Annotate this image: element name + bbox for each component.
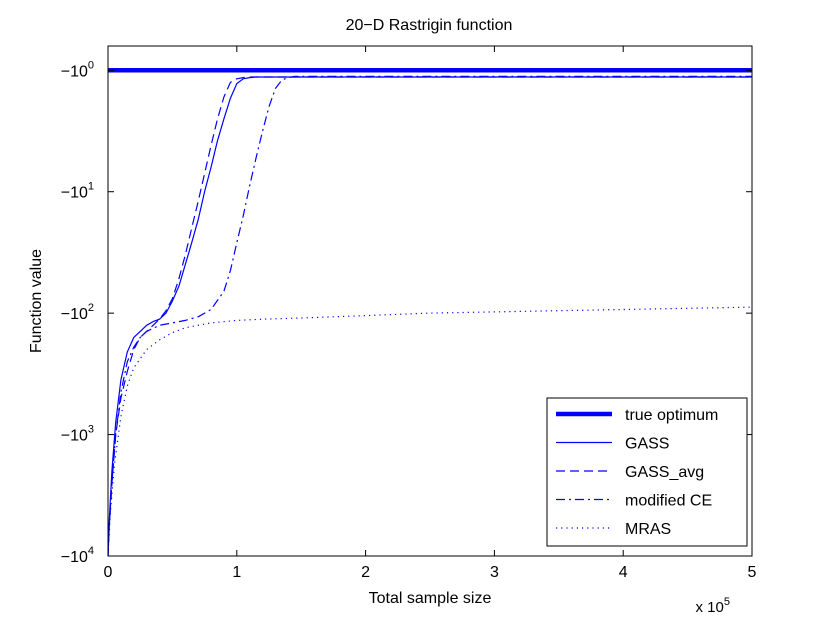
y-tick-label: −102	[61, 302, 94, 323]
chart-title: 20−D Rastrigin function	[346, 17, 513, 34]
y-tick-label: −101	[61, 181, 94, 202]
y-tick-label: −104	[61, 545, 94, 566]
legend-box	[546, 397, 748, 547]
legend-label: GASS	[625, 436, 669, 453]
series-line-gass-avg	[108, 76, 752, 556]
x-tick-label: 3	[490, 564, 499, 581]
plot-frame	[107, 45, 753, 557]
x-multiplier-exponent: 5	[724, 596, 730, 608]
y-axis-label: Function value	[28, 249, 45, 353]
x-tick-label: 1	[232, 564, 241, 581]
legend-label: MRAS	[625, 521, 671, 538]
y-tick-label: −100	[61, 59, 94, 80]
x-multiplier-base: x 10	[696, 599, 724, 616]
x-multiplier-label: x 105	[696, 596, 730, 616]
legend-label: modified CE	[625, 493, 712, 510]
series-line-modified-ce	[108, 75, 752, 556]
x-axis-label: Total sample size	[369, 590, 492, 607]
x-tick-label: 5	[748, 564, 757, 581]
x-tick-label: 0	[104, 564, 113, 581]
legend-label: true optimum	[625, 407, 718, 424]
axes: 0 1 2 3 4 5 −100 −101 −102 −103 −104	[61, 46, 757, 581]
y-tick-label: −103	[61, 424, 94, 445]
legend: true optimum GASS GASS_avg modified CE MRAS	[546, 397, 748, 547]
legend-label: GASS_avg	[625, 464, 704, 481]
x-tick-label: 4	[619, 564, 628, 581]
x-tick-label: 2	[361, 564, 370, 581]
plot-area	[108, 68, 752, 556]
